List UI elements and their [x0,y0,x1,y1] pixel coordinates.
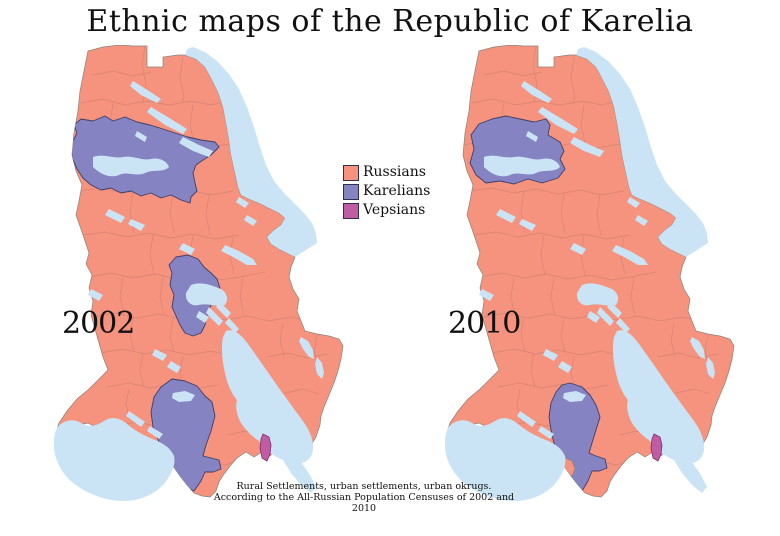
legend-row-karelians: Karelians [343,182,430,201]
legend-label-vepsians: Vepsians [363,202,426,218]
karelians-region-south [150,378,222,492]
caption-line-2: According to the All-Russian Population … [213,492,515,514]
legend: Russians Karelians Vepsians [343,163,430,220]
vepsians-region [259,433,272,462]
karelians-swatch [343,183,359,200]
legend-label-karelians: Karelians [363,183,431,199]
legend-row-vepsians: Vepsians [343,201,430,220]
vepsians-swatch [343,202,359,219]
year-label-2002: 2002 [62,306,135,341]
map-2010 [424,45,754,505]
vepsians-region [650,433,663,462]
russians-swatch [343,164,359,181]
figure-title: Ethnic maps of the Republic of Karelia [86,4,694,39]
map-2002-svg [53,45,344,501]
caption-line-1: Rural Settlements, urban settlements, ur… [236,481,492,492]
legend-row-russians: Russians [343,163,430,182]
figure-caption: Rural Settlements, urban settlements, ur… [213,481,515,514]
map-2010-svg [444,45,735,501]
legend-label-russians: Russians [363,164,426,180]
year-label-2010: 2010 [448,306,521,341]
map-2002 [33,45,363,505]
